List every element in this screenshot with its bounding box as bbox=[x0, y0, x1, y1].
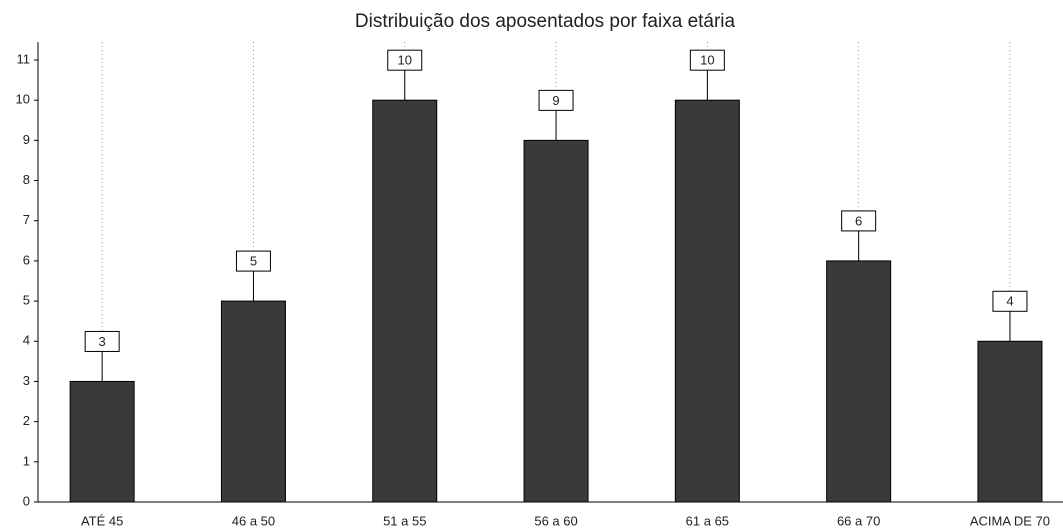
x-tick-label: 61 a 65 bbox=[686, 513, 729, 528]
x-tick-label: ACIMA DE 70 bbox=[970, 513, 1050, 528]
x-tick-label: 51 a 55 bbox=[383, 513, 426, 528]
chart-title: Distribuição dos aposentados por faixa e… bbox=[355, 11, 736, 32]
bar bbox=[977, 340, 1043, 503]
data-label: 3 bbox=[99, 334, 106, 349]
label-box bbox=[992, 290, 1028, 312]
y-tick-label: 4 bbox=[23, 333, 30, 348]
y-tick-label: 2 bbox=[23, 413, 30, 428]
y-tick-label: 5 bbox=[23, 293, 30, 308]
y-tick-label: 6 bbox=[23, 252, 30, 267]
label-box bbox=[84, 330, 120, 352]
y-tick-label: 9 bbox=[23, 132, 30, 147]
bar bbox=[674, 99, 740, 503]
y-tick-label: 8 bbox=[23, 172, 30, 187]
label-box bbox=[235, 250, 271, 272]
x-tick-label: 66 a 70 bbox=[837, 513, 880, 528]
bar bbox=[523, 139, 589, 503]
bar bbox=[372, 99, 438, 503]
bar bbox=[220, 300, 286, 503]
y-tick-label: 7 bbox=[23, 212, 30, 227]
x-tick-label: 56 a 60 bbox=[534, 513, 577, 528]
x-tick-label: ATÉ 45 bbox=[81, 513, 123, 528]
data-label: 10 bbox=[398, 53, 412, 68]
data-label: 10 bbox=[700, 53, 714, 68]
x-tick-label: 46 a 50 bbox=[232, 513, 275, 528]
data-label: 5 bbox=[250, 254, 257, 269]
y-tick-label: 1 bbox=[23, 453, 30, 468]
bar bbox=[826, 260, 892, 503]
data-label: 9 bbox=[552, 93, 559, 108]
label-box bbox=[841, 210, 877, 232]
label-box bbox=[387, 49, 423, 71]
data-label: 4 bbox=[1006, 294, 1013, 309]
y-tick-label: 10 bbox=[16, 92, 30, 107]
label-box bbox=[689, 49, 725, 71]
label-box bbox=[538, 89, 574, 111]
data-label: 6 bbox=[855, 213, 862, 228]
y-tick-label: 11 bbox=[17, 51, 31, 66]
y-tick-label: 0 bbox=[23, 493, 30, 508]
y-tick-label: 3 bbox=[23, 373, 30, 388]
bar bbox=[69, 380, 135, 503]
